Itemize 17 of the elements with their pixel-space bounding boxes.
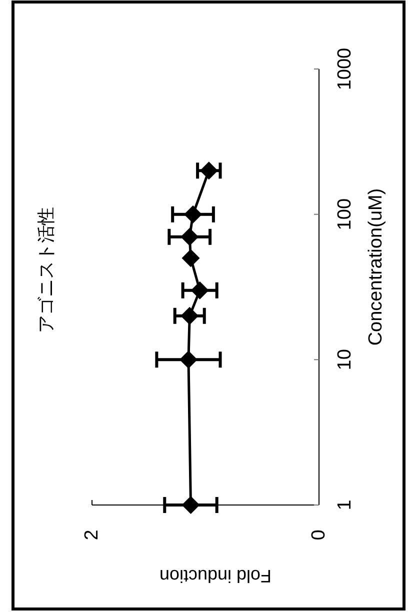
point xyxy=(190,281,209,300)
text: アゴニスト活性 xyxy=(36,207,56,333)
y-tick-label: 10 xyxy=(334,349,356,370)
y-tick-label: 1 xyxy=(334,500,356,510)
x-tick-label: 0 xyxy=(308,530,330,540)
point xyxy=(180,306,199,325)
point xyxy=(182,249,200,268)
x-tick-label: 2 xyxy=(82,530,102,540)
y-tick-label: 100 xyxy=(334,198,356,230)
point xyxy=(179,350,198,369)
point xyxy=(184,205,202,224)
y-axis-title: Concentration(uM) xyxy=(366,188,386,346)
point xyxy=(182,496,200,514)
y-tick-label: 1000 xyxy=(334,48,356,90)
point xyxy=(200,162,218,180)
point xyxy=(180,228,199,246)
x-axis-title: Fold induction xyxy=(159,566,272,586)
